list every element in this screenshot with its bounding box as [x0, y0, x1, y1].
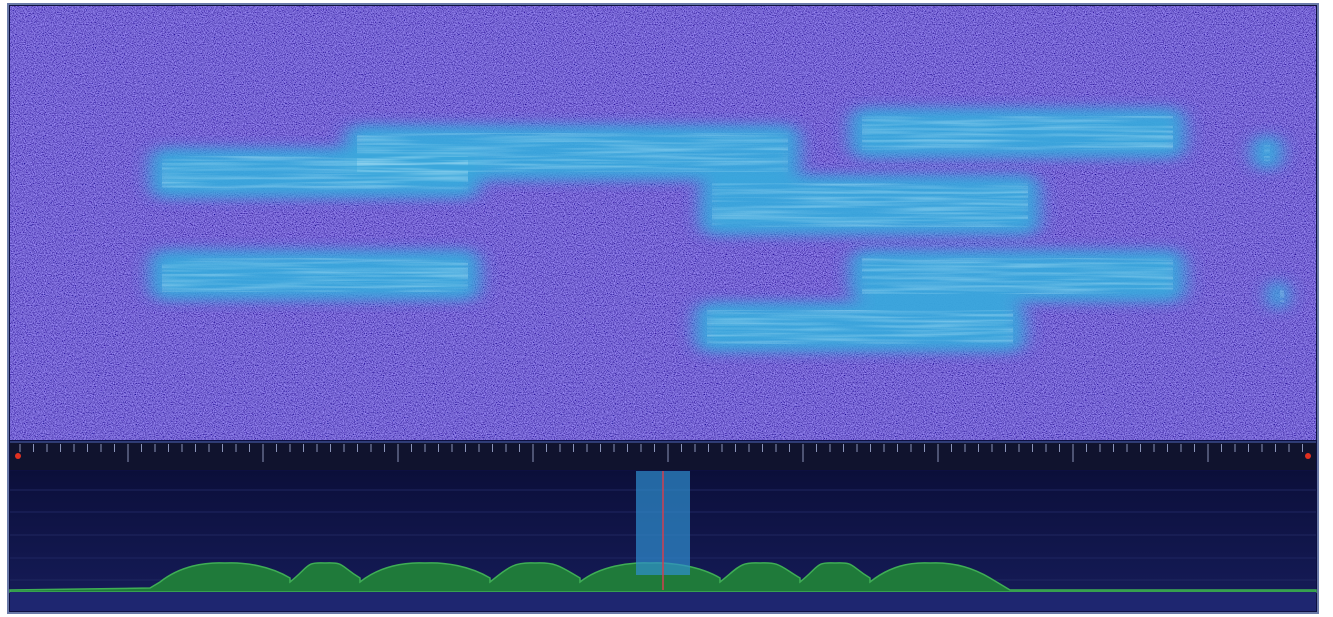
ruler-end-marker [15, 453, 21, 459]
frequency-ruler [10, 441, 1316, 470]
waterfall [10, 6, 1316, 440]
waterfall-noise [10, 6, 1316, 440]
signal-streak [862, 258, 1173, 294]
signal-streak [707, 310, 1013, 344]
ruler-bg [10, 442, 1316, 470]
signal-streak [1280, 288, 1284, 302]
spectrum-floor [10, 592, 1316, 611]
signal-streak [1264, 143, 1270, 162]
signal-streak [162, 258, 468, 292]
spectrum [9, 471, 1317, 611]
signal-streak [357, 133, 788, 172]
signal [1268, 280, 1288, 310]
signal-texture [162, 116, 1284, 344]
signal-streak [712, 183, 1028, 227]
signal-streak [862, 116, 1173, 150]
ruler-end-marker [1305, 453, 1311, 459]
ruler-ticks [19, 444, 1303, 462]
